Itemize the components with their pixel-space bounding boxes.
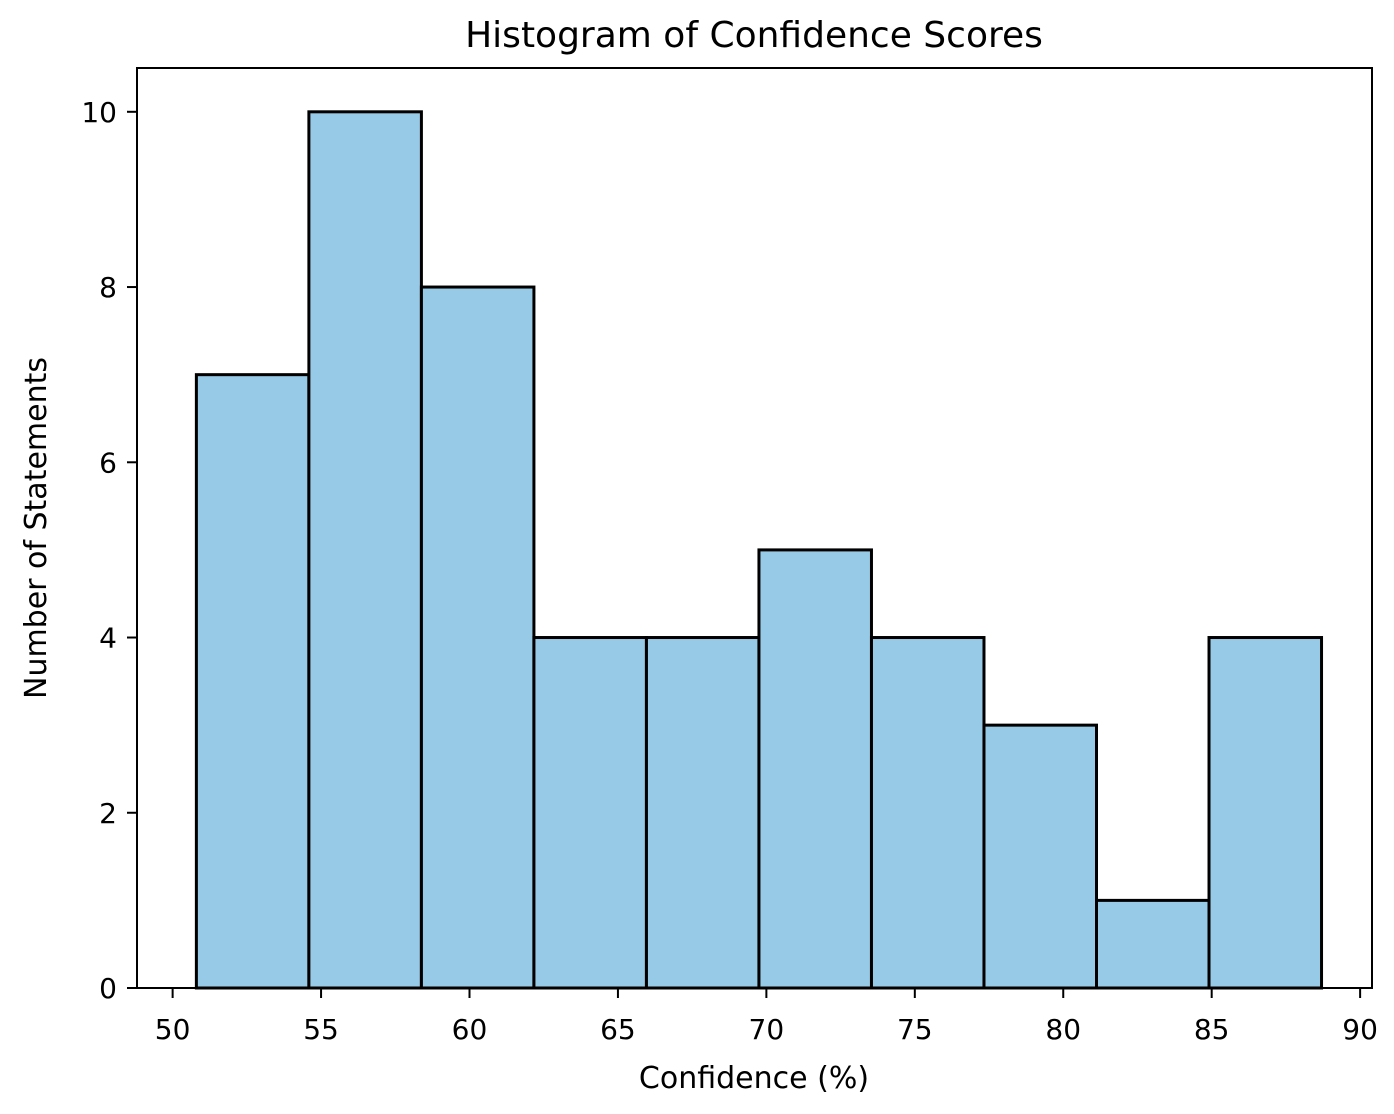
y-tick-label: 0 [99, 972, 117, 1005]
histogram-bar [194, 373, 311, 990]
chart-title: Histogram of Confidence Scores [465, 15, 1043, 56]
histogram-bar [869, 636, 986, 990]
bars-group [194, 110, 1324, 990]
x-tick-label: 50 [155, 1013, 191, 1046]
histogram-bar [419, 285, 536, 990]
histogram-bar [757, 548, 873, 990]
histogram-bar [1207, 636, 1324, 990]
x-tick-label: 90 [1342, 1013, 1378, 1046]
histogram-bar [982, 723, 1098, 990]
x-tick-label: 80 [1045, 1013, 1081, 1046]
histogram-bar [307, 110, 423, 990]
histogram-bar [532, 636, 648, 990]
x-axis-label: Confidence (%) [639, 1061, 869, 1096]
y-tick-label: 4 [99, 622, 117, 655]
x-axis-ticks: 50 55 60 65 70 75 80 85 90 [155, 988, 1378, 1046]
x-tick-label: 65 [600, 1013, 636, 1046]
y-tick-label: 10 [81, 96, 117, 129]
plot-frame [136, 67, 1373, 989]
x-tick-label: 85 [1194, 1013, 1230, 1046]
y-axis-ticks: 0 2 4 6 8 10 [81, 96, 137, 1005]
x-tick-label: 55 [303, 1013, 339, 1046]
x-tick-label: 70 [749, 1013, 785, 1046]
y-tick-label: 2 [99, 797, 117, 830]
histogram-bar [1095, 898, 1211, 990]
x-tick-label: 75 [897, 1013, 933, 1046]
y-axis-label: Number of Statements [19, 357, 54, 699]
x-tick-label: 60 [452, 1013, 488, 1046]
histogram-bar [644, 636, 761, 990]
y-tick-label: 8 [99, 271, 117, 304]
y-tick-label: 6 [99, 446, 117, 479]
